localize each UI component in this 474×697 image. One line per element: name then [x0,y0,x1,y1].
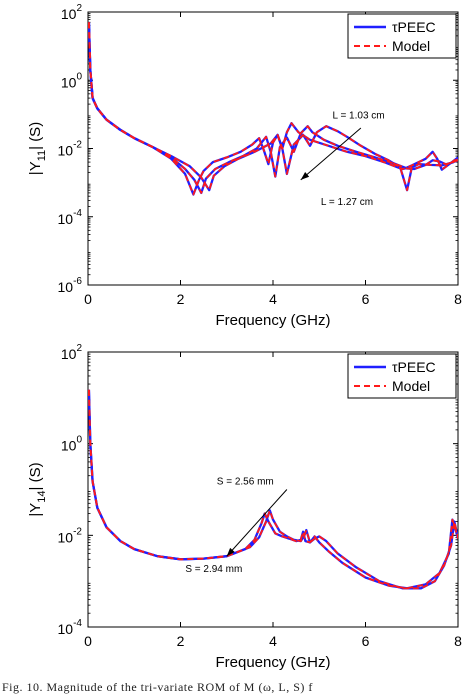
chart1-annotation-2: L = 1.27 cm [321,197,373,208]
chart2-annotation-1: S = 2.56 mm [217,476,274,487]
chart2-annotation-arrow [226,489,288,557]
chart2-x-tick-label: 6 [362,633,370,649]
chart1-y-tick-label: 10-4 [58,208,83,227]
chart2-x-tick-label: 8 [454,633,462,649]
chart1-y-tick-label: 10-2 [58,140,83,159]
chart2-x-axis-label: Frequency (GHz) [215,654,330,671]
chart1-y-axis-label: |Y11| (S) [27,122,48,175]
chart1-y-tick-label: 102 [61,3,83,22]
chart1-lines [88,22,458,196]
chart1-x-tick-label: 0 [84,291,92,307]
chart2-lines [88,389,458,590]
chart1-x-tick-label: 8 [454,291,462,307]
chart2-x-tick-label: 4 [269,633,277,649]
chart1-group: 0 2 4 6 8 102 100 10-2 10-4 10-6 Frequency (GHz) |Y… [27,3,462,329]
chart1-x-tick-label: 2 [177,291,185,307]
chart2-y-tick-label: 102 [61,343,83,362]
chart2-model-line-1 [88,389,458,590]
chart2-x-tick-label: 2 [177,633,185,649]
chart2-y-axis-label: |Y14| (S) [27,462,48,516]
chart2-legend-box [347,353,457,399]
chart1-annotation-arrow [300,127,362,181]
chart2-tpeec-line-1 [88,389,458,590]
chart2-y-tick-label: 10-4 [58,618,83,637]
chart1-annotation-1: L = 1.03 cm [332,111,384,122]
chart2-y-tick-label: 100 [61,435,83,454]
chart2-tpeec-line-2 [88,389,458,590]
chart2-legend-label-1: τPEEC [392,359,436,375]
chart1-tpeec-line-3 [88,22,458,192]
chart2-y-tick-label: 10-2 [58,526,83,545]
chart1-legend-box [347,13,457,59]
chart2-legend-label-2: Model [392,378,430,394]
chart1-y-tick-label: 100 [61,71,83,90]
chart2-x-tick-label: 0 [84,633,92,649]
chart1-legend-label-2: Model [392,38,430,54]
figure-caption: Fig. 10. Magnitude of the tri-variate RO… [2,680,313,694]
chart1-y-tick-label: 10-6 [58,276,83,295]
chart1-model-line-1 [88,22,458,196]
chart2-model-line-2 [88,389,458,590]
chart1-x-tick-label: 6 [362,291,370,307]
chart1-annotation-arrowhead [300,172,310,180]
chart2-annotation-arrowhead [226,547,235,557]
chart1-x-tick-label: 4 [269,291,277,307]
chart2-group: 0 2 4 6 8 102 100 10-2 10-4 Frequency (GHz) |Y14| … [27,343,462,671]
chart1-x-axis-label: Frequency (GHz) [215,312,330,329]
chart1-legend-label-1: τPEEC [392,19,436,35]
chart2-annotation-2: S = 2.94 mm [185,564,242,575]
